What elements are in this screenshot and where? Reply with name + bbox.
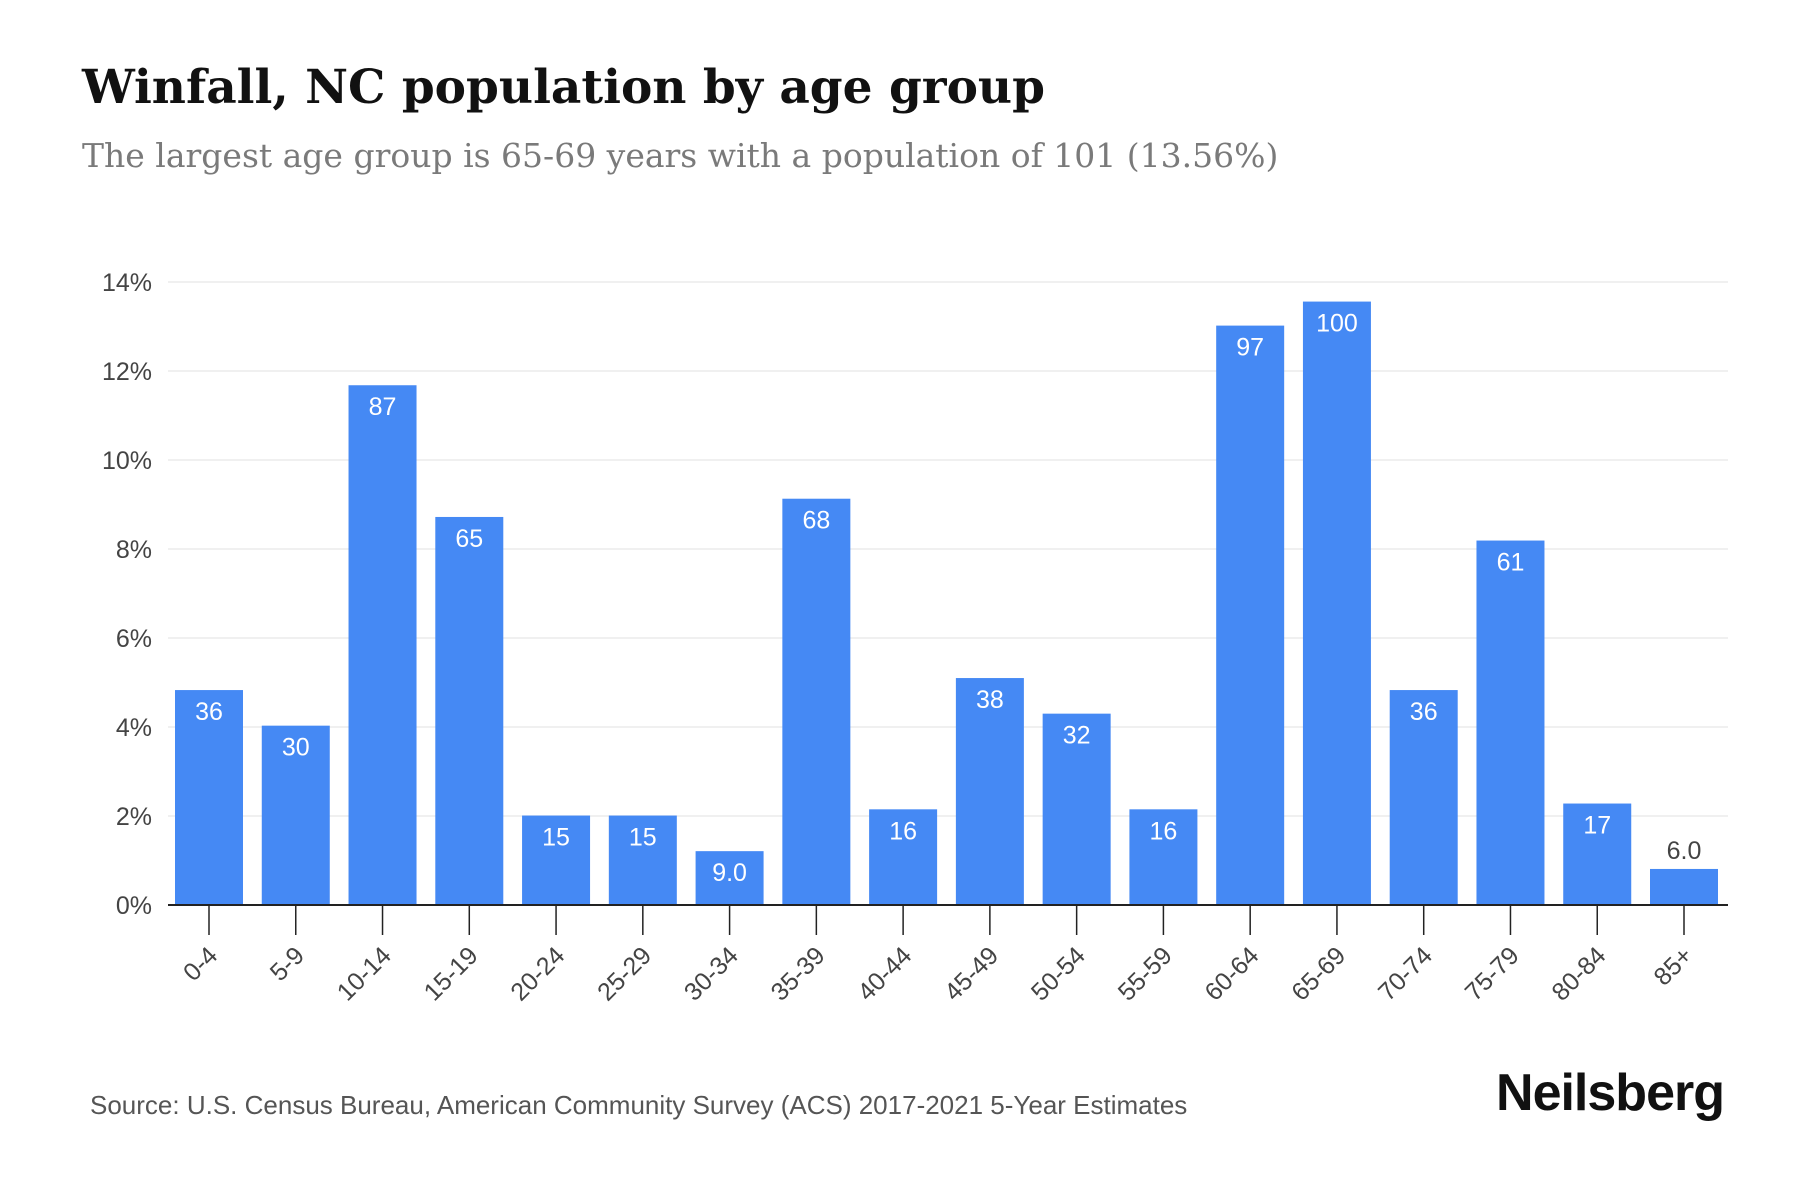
x-tick-label: 25-29 bbox=[592, 941, 657, 1006]
bar-value-label: 6.0 bbox=[1667, 837, 1702, 865]
x-tick-label: 55-59 bbox=[1113, 941, 1178, 1006]
bar-75-79 bbox=[1476, 540, 1545, 905]
y-tick-label: 6% bbox=[116, 625, 152, 653]
x-tick-label: 30-34 bbox=[679, 941, 744, 1006]
bar-value-label: 65 bbox=[455, 525, 483, 553]
x-tick-label: 0-4 bbox=[178, 941, 223, 986]
bar-value-label: 16 bbox=[1150, 817, 1178, 845]
x-tick-label: 5-9 bbox=[265, 941, 310, 986]
bar-value-label: 100 bbox=[1316, 310, 1358, 338]
chart-subtitle: The largest age group is 65-69 years wit… bbox=[82, 136, 1279, 175]
y-tick-label: 8% bbox=[116, 536, 152, 564]
bar-85+ bbox=[1650, 868, 1718, 905]
y-axis-ticks: 0% 2% 4% 6% 8% 10% 12% 14% bbox=[102, 269, 152, 920]
bar-10-14 bbox=[348, 385, 417, 905]
bar-value-label: 38 bbox=[976, 686, 1004, 714]
bar-65-69 bbox=[1302, 301, 1371, 906]
bar-0-4 bbox=[175, 690, 243, 905]
x-tick-label: 10-14 bbox=[332, 941, 397, 1006]
bar-value-label: 16 bbox=[889, 817, 917, 845]
y-tick-label: 10% bbox=[102, 447, 152, 475]
bar-80-84 bbox=[1563, 803, 1632, 905]
x-tick-label: 50-54 bbox=[1026, 941, 1091, 1006]
bar-70-74 bbox=[1389, 690, 1458, 905]
bar-value-label: 17 bbox=[1583, 812, 1611, 840]
bar-5-9 bbox=[261, 725, 330, 905]
source-note: Source: U.S. Census Bureau, American Com… bbox=[90, 1090, 1188, 1120]
bar-35-39 bbox=[782, 498, 851, 905]
bar-25-29 bbox=[608, 815, 677, 905]
y-tick-label: 2% bbox=[116, 803, 152, 831]
x-tick-label: 80-84 bbox=[1546, 941, 1611, 1006]
bar-45-49 bbox=[955, 678, 1024, 905]
bar-55-59 bbox=[1129, 809, 1198, 905]
bar-value-label: 36 bbox=[1410, 698, 1438, 726]
bar-value-label: 68 bbox=[802, 507, 830, 535]
y-tick-label: 4% bbox=[116, 714, 152, 742]
bar-40-44 bbox=[869, 809, 938, 905]
bar-value-label: 9.0 bbox=[712, 859, 747, 887]
x-tick-label: 60-64 bbox=[1199, 941, 1264, 1006]
bar-value-label: 61 bbox=[1497, 549, 1525, 577]
x-tick-label: 85+ bbox=[1648, 941, 1698, 991]
bar-15-19 bbox=[435, 516, 504, 905]
x-tick-label: 45-49 bbox=[939, 941, 1004, 1006]
y-tick-label: 0% bbox=[116, 892, 152, 920]
x-tick-label: 40-44 bbox=[852, 941, 917, 1006]
bars bbox=[175, 301, 1718, 906]
bar-value-label: 87 bbox=[369, 393, 397, 421]
bar-50-54 bbox=[1042, 713, 1111, 905]
x-tick-label: 70-74 bbox=[1373, 941, 1438, 1006]
bar-value-label: 32 bbox=[1063, 722, 1091, 750]
bar-value-label: 30 bbox=[282, 734, 310, 762]
brand-logo: Neilsberg bbox=[1496, 1064, 1725, 1122]
x-tick-label: 65-69 bbox=[1286, 941, 1351, 1006]
bar-value-label: 36 bbox=[195, 698, 223, 726]
bar-value-label: 97 bbox=[1236, 334, 1264, 362]
x-tick-label: 35-39 bbox=[766, 941, 831, 1006]
bar-value-label: 15 bbox=[629, 824, 657, 852]
bar-20-24 bbox=[522, 815, 591, 905]
bar-30-34 bbox=[695, 851, 764, 905]
x-tick-label: 15-19 bbox=[419, 941, 484, 1006]
gridlines bbox=[168, 281, 1728, 817]
x-tick-label: 75-79 bbox=[1460, 941, 1525, 1006]
bar-value-labels: 36 30 87 65 15 15 9.0 68 16 38 32 16 97 100 36 61 17 6.0 bbox=[195, 310, 1701, 888]
bar-value-label: 15 bbox=[542, 824, 570, 852]
x-axis: 0-4 5-9 10-14 15-19 20-24 25-29 30-34 35-39 40-4… bbox=[168, 904, 1728, 1006]
y-tick-label: 14% bbox=[102, 269, 152, 297]
x-tick-label: 20-24 bbox=[505, 941, 570, 1006]
y-tick-label: 12% bbox=[102, 358, 152, 386]
chart-title: Winfall, NC population by age group bbox=[82, 60, 1045, 115]
bar-60-64 bbox=[1216, 325, 1285, 905]
